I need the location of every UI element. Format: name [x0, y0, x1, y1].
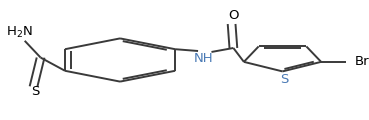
Text: NH: NH: [194, 52, 213, 65]
Text: O: O: [228, 9, 239, 22]
Text: H$_2$N: H$_2$N: [6, 25, 33, 40]
Text: Br: Br: [355, 55, 369, 68]
Text: S: S: [31, 85, 39, 98]
Text: S: S: [280, 73, 289, 86]
